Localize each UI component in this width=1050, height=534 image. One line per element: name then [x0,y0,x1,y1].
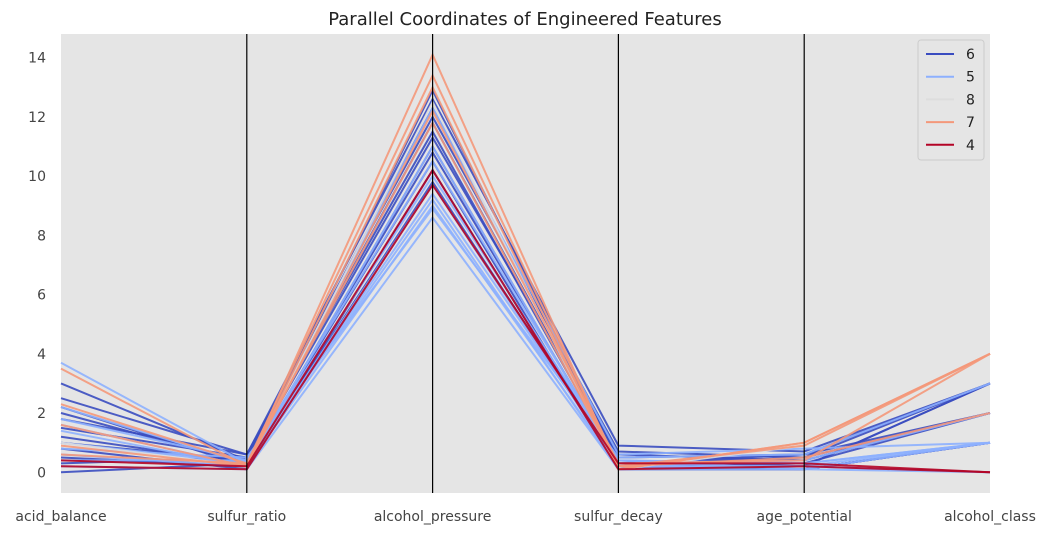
legend: 6 5 8 7 4 [917,39,985,161]
legend-label-6: 6 [966,47,975,63]
y-tick-10: 10 [28,169,46,185]
axis-label-alcohol_class: alcohol_class [944,509,1036,525]
axis-label-acid_balance: acid_balance [15,509,106,525]
axis-label-age_potential: age_potential [757,509,852,525]
series-layer [60,52,991,474]
y-tick-2: 2 [37,406,46,422]
series-4-line-0 [60,183,991,474]
chart-title: Parallel Coordinates of Engineered Featu… [328,9,722,30]
x-label-layer: acid_balance sulfur_ratio alcohol_pressure… [15,509,1036,525]
axis-label-sulfur_ratio: sulfur_ratio [207,509,286,525]
y-tick-0: 0 [37,465,46,481]
series-4 [60,168,991,474]
legend-label-7: 7 [966,115,975,131]
y-tick-12: 12 [28,110,46,126]
y-tick-layer: 0 2 4 6 8 10 12 14 [28,51,46,482]
y-tick-6: 6 [37,288,46,304]
axis-label-alcohol_pressure: alcohol_pressure [374,509,492,525]
y-tick-4: 4 [37,347,46,363]
series-7-line-1 [60,73,991,468]
series-7-line-3 [60,120,991,468]
series-4-line-1 [60,168,991,474]
legend-label-8: 8 [966,92,975,108]
axis-label-sulfur_decay: sulfur_decay [574,509,663,525]
series-7-line-4 [60,85,991,471]
series-7 [60,52,991,471]
axis-layer [246,34,805,493]
y-tick-8: 8 [37,228,46,244]
y-tick-14: 14 [28,51,46,67]
legend-label-5: 5 [966,70,975,86]
legend-label-4: 4 [966,138,975,154]
series-5-line-6 [60,105,991,465]
